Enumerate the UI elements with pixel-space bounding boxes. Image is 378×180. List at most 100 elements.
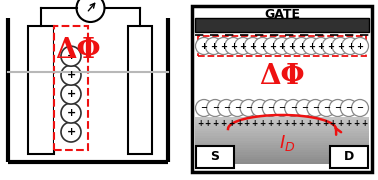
Text: +: + <box>212 118 219 127</box>
Bar <box>54 26 88 150</box>
Text: D: D <box>344 150 354 163</box>
Bar <box>195 123 369 126</box>
Circle shape <box>296 100 313 116</box>
Text: +: + <box>259 118 266 127</box>
Text: +: + <box>337 42 344 51</box>
Bar <box>195 128 369 131</box>
Text: +: + <box>220 118 226 127</box>
Text: $\mathit{I}_\mathit{D}$: $\mathit{I}_\mathit{D}$ <box>279 133 295 153</box>
Text: +: + <box>244 118 250 127</box>
Circle shape <box>285 100 302 116</box>
Text: +: + <box>308 42 315 51</box>
Bar <box>195 161 369 164</box>
Text: −: − <box>334 103 341 112</box>
Text: +: + <box>291 118 297 127</box>
Circle shape <box>322 37 339 55</box>
Text: +: + <box>228 118 234 127</box>
Circle shape <box>329 100 346 116</box>
Text: −: − <box>267 103 274 112</box>
Bar <box>195 156 369 159</box>
Bar <box>195 147 369 150</box>
Text: +: + <box>259 42 266 51</box>
Text: +: + <box>67 51 76 61</box>
Text: −: − <box>212 103 218 112</box>
Text: −: − <box>200 103 208 112</box>
Circle shape <box>251 100 268 116</box>
Text: +: + <box>318 42 324 51</box>
Text: +: + <box>314 118 320 127</box>
Text: +: + <box>230 42 237 51</box>
Text: +: + <box>204 118 211 127</box>
Circle shape <box>342 37 359 55</box>
Bar <box>195 133 369 136</box>
Circle shape <box>195 37 212 55</box>
Text: +: + <box>283 118 289 127</box>
Circle shape <box>340 100 357 116</box>
Text: +: + <box>347 42 354 51</box>
Circle shape <box>293 37 310 55</box>
Bar <box>198 36 366 56</box>
Bar <box>196 146 234 168</box>
Bar <box>195 152 369 155</box>
Circle shape <box>205 37 222 55</box>
Text: ΔΦ: ΔΦ <box>55 37 101 64</box>
Circle shape <box>240 100 257 116</box>
Text: +: + <box>298 118 305 127</box>
Circle shape <box>313 37 330 55</box>
Circle shape <box>274 37 291 55</box>
Text: S: S <box>211 150 220 163</box>
Circle shape <box>61 122 81 142</box>
Circle shape <box>61 65 81 85</box>
Text: −: − <box>234 103 241 112</box>
Bar <box>195 119 369 122</box>
Circle shape <box>318 100 335 116</box>
Circle shape <box>234 37 251 55</box>
Text: +: + <box>67 89 76 99</box>
Bar <box>195 121 369 124</box>
Text: +: + <box>197 118 203 127</box>
Text: −: − <box>279 103 285 112</box>
Text: ΔΦ: ΔΦ <box>259 62 305 89</box>
Text: −: − <box>256 103 263 112</box>
Bar <box>28 26 54 154</box>
Bar <box>195 116 369 119</box>
Text: +: + <box>345 118 352 127</box>
Bar <box>195 159 369 162</box>
Circle shape <box>264 37 281 55</box>
Bar <box>192 6 372 172</box>
Circle shape <box>352 100 369 116</box>
Text: −: − <box>356 103 364 112</box>
Bar <box>195 142 369 145</box>
Bar <box>195 18 369 32</box>
Text: +: + <box>330 118 336 127</box>
Text: +: + <box>288 42 295 51</box>
Text: +: + <box>327 42 334 51</box>
Circle shape <box>225 37 242 55</box>
Text: +: + <box>210 42 217 51</box>
Bar <box>195 126 369 129</box>
Text: +: + <box>240 42 246 51</box>
Text: +: + <box>338 118 344 127</box>
Circle shape <box>229 100 246 116</box>
Text: +: + <box>200 42 208 51</box>
Text: +: + <box>356 42 364 51</box>
Circle shape <box>195 100 212 116</box>
Circle shape <box>244 37 261 55</box>
Text: −: − <box>290 103 297 112</box>
Bar <box>195 135 369 138</box>
Text: +: + <box>279 42 285 51</box>
Circle shape <box>207 100 224 116</box>
Text: +: + <box>249 42 256 51</box>
Text: −: − <box>312 103 319 112</box>
Circle shape <box>332 37 349 55</box>
Text: −: − <box>345 103 352 112</box>
Circle shape <box>303 37 320 55</box>
Circle shape <box>352 37 369 55</box>
Circle shape <box>307 100 324 116</box>
Text: +: + <box>306 118 313 127</box>
Bar <box>195 131 369 133</box>
Circle shape <box>254 37 271 55</box>
Text: +: + <box>67 70 76 80</box>
Text: +: + <box>298 42 305 51</box>
Bar <box>330 146 368 168</box>
